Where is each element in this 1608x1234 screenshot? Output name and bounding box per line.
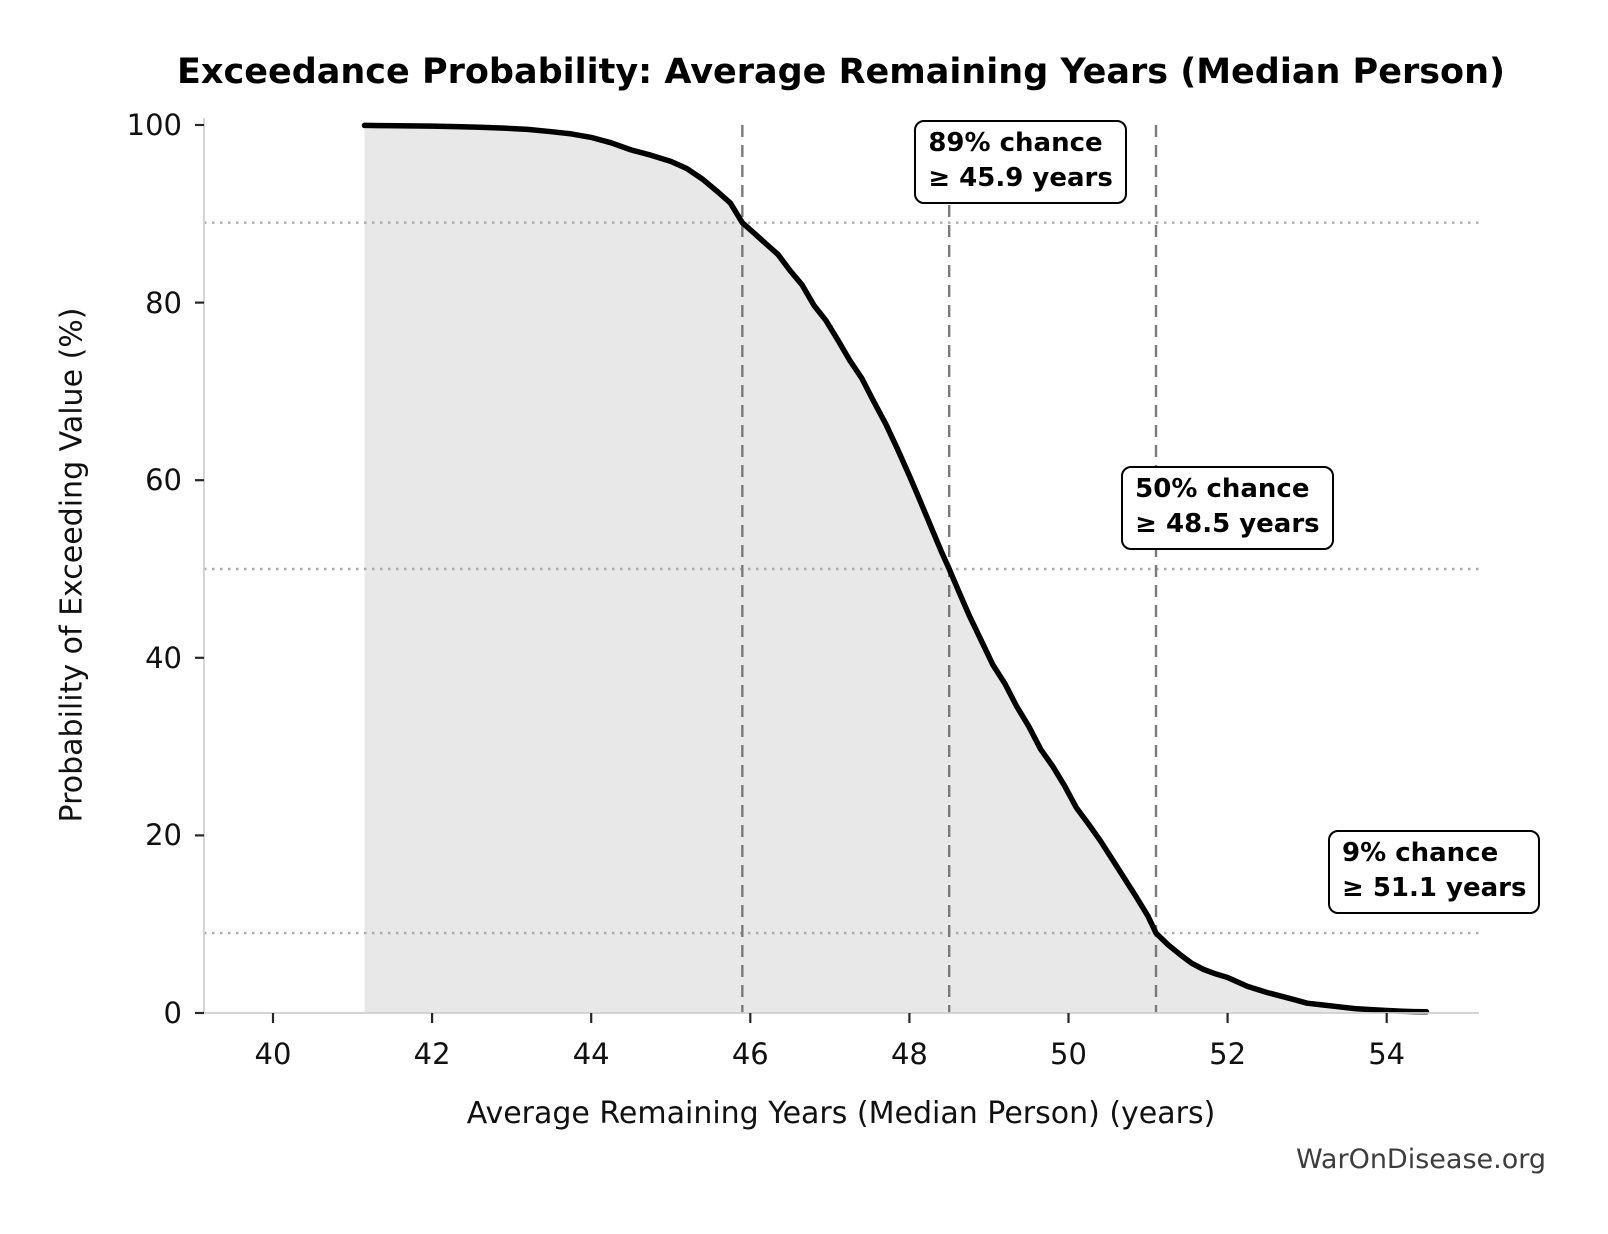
y-tick-label-80: 80 (145, 285, 182, 320)
annotation-9pct-line1: 9% chance (1342, 838, 1499, 869)
x-tick-label-40: 40 (254, 1037, 292, 1071)
annotation-50pct-line2: ≥ 48.5 years (1135, 509, 1320, 539)
y-tick-label-20: 20 (145, 818, 182, 853)
y-tick-label-40: 40 (145, 640, 182, 675)
annotation-50pct: 50% chance ≥ 48.5 years (1121, 466, 1334, 550)
x-tick-label-48: 48 (890, 1037, 928, 1071)
annotation-89pct-line2: ≥ 45.9 years (928, 162, 1113, 193)
annotation-89pct-line1: 89% chance (928, 127, 1103, 158)
y-tick-label-100: 100 (126, 108, 182, 142)
y-axis-label: Probability of Exceeding Value (%) (54, 307, 90, 823)
watermark: WarOnDisease.org (1295, 1144, 1546, 1175)
x-axis-label: Average Remaining Years (Median Person) … (466, 1096, 1216, 1131)
x-tick-label-46: 46 (731, 1037, 769, 1071)
shaded-area (364, 125, 1427, 1013)
exceedance-curve (361, 122, 1430, 1015)
x-tick-label-52: 52 (1209, 1037, 1247, 1071)
annotation-50pct-line1: 50% chance (1135, 474, 1310, 504)
y-tick-label-0: 0 (163, 996, 182, 1030)
x-tick-label-54: 54 (1368, 1037, 1406, 1071)
annotation-9pct-line2: ≥ 51.1 years (1342, 873, 1527, 904)
chart-title: Exceedance Probability: Average Remainin… (176, 52, 1506, 92)
x-tick-label-42: 42 (413, 1037, 451, 1071)
annotation-9pct: 9% chance ≥ 51.1 years (1328, 830, 1541, 915)
annotation-89pct: 89% chance ≥ 45.9 years (914, 119, 1127, 204)
x-tick-label-50: 50 (1050, 1037, 1087, 1071)
x-tick-label-44: 44 (572, 1037, 610, 1071)
y-tick-label-60: 60 (145, 463, 182, 498)
